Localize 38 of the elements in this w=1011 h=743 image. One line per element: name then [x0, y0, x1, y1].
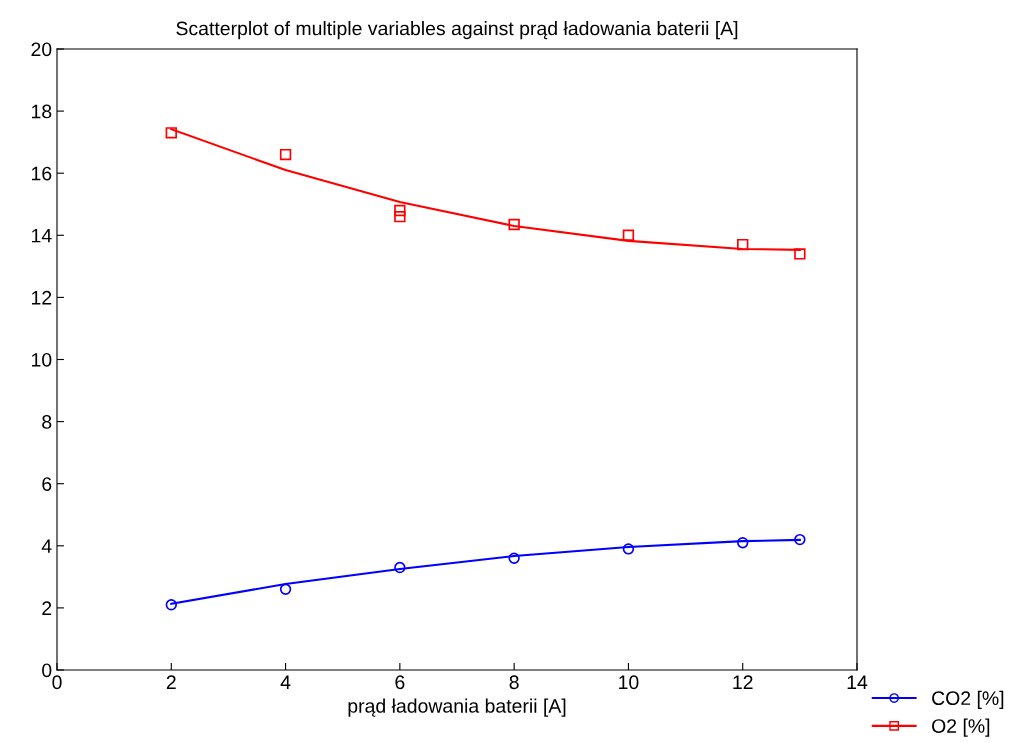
y-tick-label: 20 — [31, 42, 52, 57]
y-tick-label: 4 — [41, 539, 52, 553]
point — [622, 543, 635, 555]
point — [165, 599, 177, 611]
legend-label: O2 [%] — [932, 718, 990, 737]
point — [737, 238, 749, 251]
x-tick-label: 0 — [52, 675, 62, 690]
y-tick-label: 18 — [32, 104, 52, 119]
y-tick-label: 0 — [42, 663, 52, 678]
point — [794, 533, 806, 546]
y-tick-label: 16 — [32, 166, 52, 181]
point — [737, 536, 749, 549]
x-tick-label: 10 — [619, 675, 639, 690]
point — [279, 583, 292, 595]
point — [794, 248, 806, 260]
y-tick-label: 6 — [42, 477, 52, 491]
legend-label: CO2 [%] — [932, 690, 1004, 709]
y-tick-label: 2 — [42, 601, 52, 615]
y-tick-label: 12 — [32, 290, 52, 305]
y-tick-label: 10 — [32, 352, 52, 367]
point — [394, 210, 406, 223]
x-tick-label: 4 — [280, 675, 291, 689]
chart-title: Scatterplot of multiple variables against prąd ładowania baterii [A] — [176, 21, 738, 40]
y-tick-label: 14 — [32, 228, 52, 243]
y-tick-label: 8 — [42, 415, 52, 429]
x-tick-label: 14 — [847, 675, 868, 689]
point — [279, 148, 292, 161]
x-tick-label: 6 — [395, 675, 405, 690]
x-tick-label: 2 — [166, 675, 176, 689]
x-tick-label: 8 — [509, 675, 519, 690]
x-axis-title: prąd ładowania baterii [A] — [348, 698, 566, 717]
point — [508, 552, 520, 564]
point — [165, 127, 177, 139]
point — [622, 229, 635, 241]
x-tick-label: 12 — [733, 675, 753, 689]
point — [394, 561, 406, 574]
point — [508, 218, 520, 231]
point — [394, 204, 406, 217]
